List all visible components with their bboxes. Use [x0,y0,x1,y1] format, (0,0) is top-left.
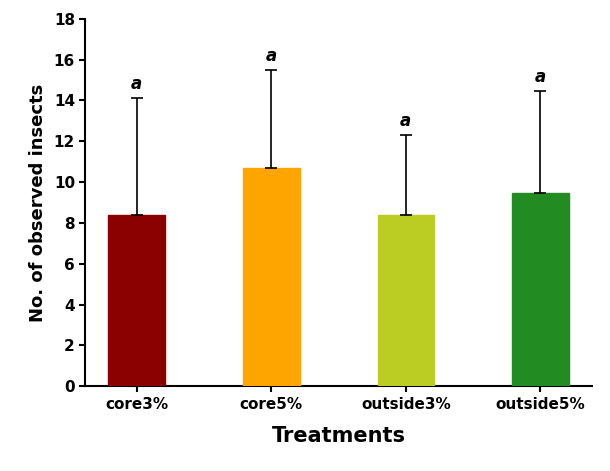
Bar [243,168,300,386]
Text: a: a [535,68,546,86]
Text: a: a [400,112,412,130]
Text: a: a [265,47,277,65]
Bar [109,215,165,386]
Bar [512,194,569,386]
Bar [378,215,434,386]
X-axis label: Treatments: Treatments [271,425,406,446]
Text: a: a [131,75,142,93]
Y-axis label: No. of observed insects: No. of observed insects [29,83,47,322]
